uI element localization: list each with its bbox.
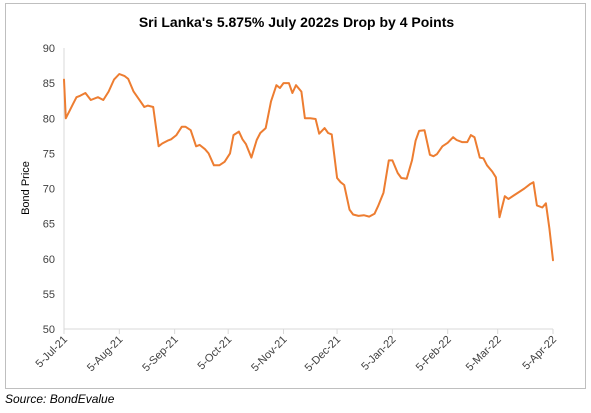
y-tick-label: 55 [43, 289, 55, 301]
y-axis-title: Bond Price [20, 161, 32, 215]
chart-frame: Sri Lanka's 5.875% July 2022s Drop by 4 … [5, 3, 586, 389]
y-tick-label: 65 [43, 219, 55, 231]
x-tick-label: 5-Jan-22 [359, 334, 398, 373]
y-tick-label: 60 [43, 254, 55, 266]
series-line [63, 73, 554, 262]
x-tick-label: 5-Jul-21 [34, 334, 71, 371]
y-tick-label: 80 [43, 113, 55, 125]
x-tick-label: 5-Oct-21 [196, 334, 235, 373]
series-group [63, 73, 554, 262]
x-tick-label: 5-Feb-22 [414, 334, 454, 374]
x-tick-label: 5-Nov-21 [249, 334, 289, 374]
y-tick-label: 70 [43, 184, 55, 196]
x-axis: 5-Jul-21 5-Aug-21 5-Sep-21 5-Oct-21 5-Nov-21… [34, 328, 559, 374]
y-axis: 50 55 60 65 70 75 80 85 90 [43, 43, 65, 336]
y-tick-label: 75 [43, 148, 55, 160]
y-tick-label: 50 [43, 324, 55, 336]
x-tick-label: 5-Sep-21 [140, 334, 180, 374]
y-tick-label: 90 [43, 43, 55, 55]
y-tick-label: 85 [43, 78, 55, 90]
chart-title: Sri Lanka's 5.875% July 2022s Drop by 4 … [138, 14, 455, 30]
x-tick-label: 5-Aug-21 [85, 334, 125, 374]
source-caption: Source: BondEvalue [5, 392, 115, 406]
x-tick-label: 5-Mar-22 [464, 334, 504, 374]
x-tick-label: 5-Apr-22 [520, 334, 559, 373]
x-tick-label: 5-Dec-21 [303, 334, 343, 374]
